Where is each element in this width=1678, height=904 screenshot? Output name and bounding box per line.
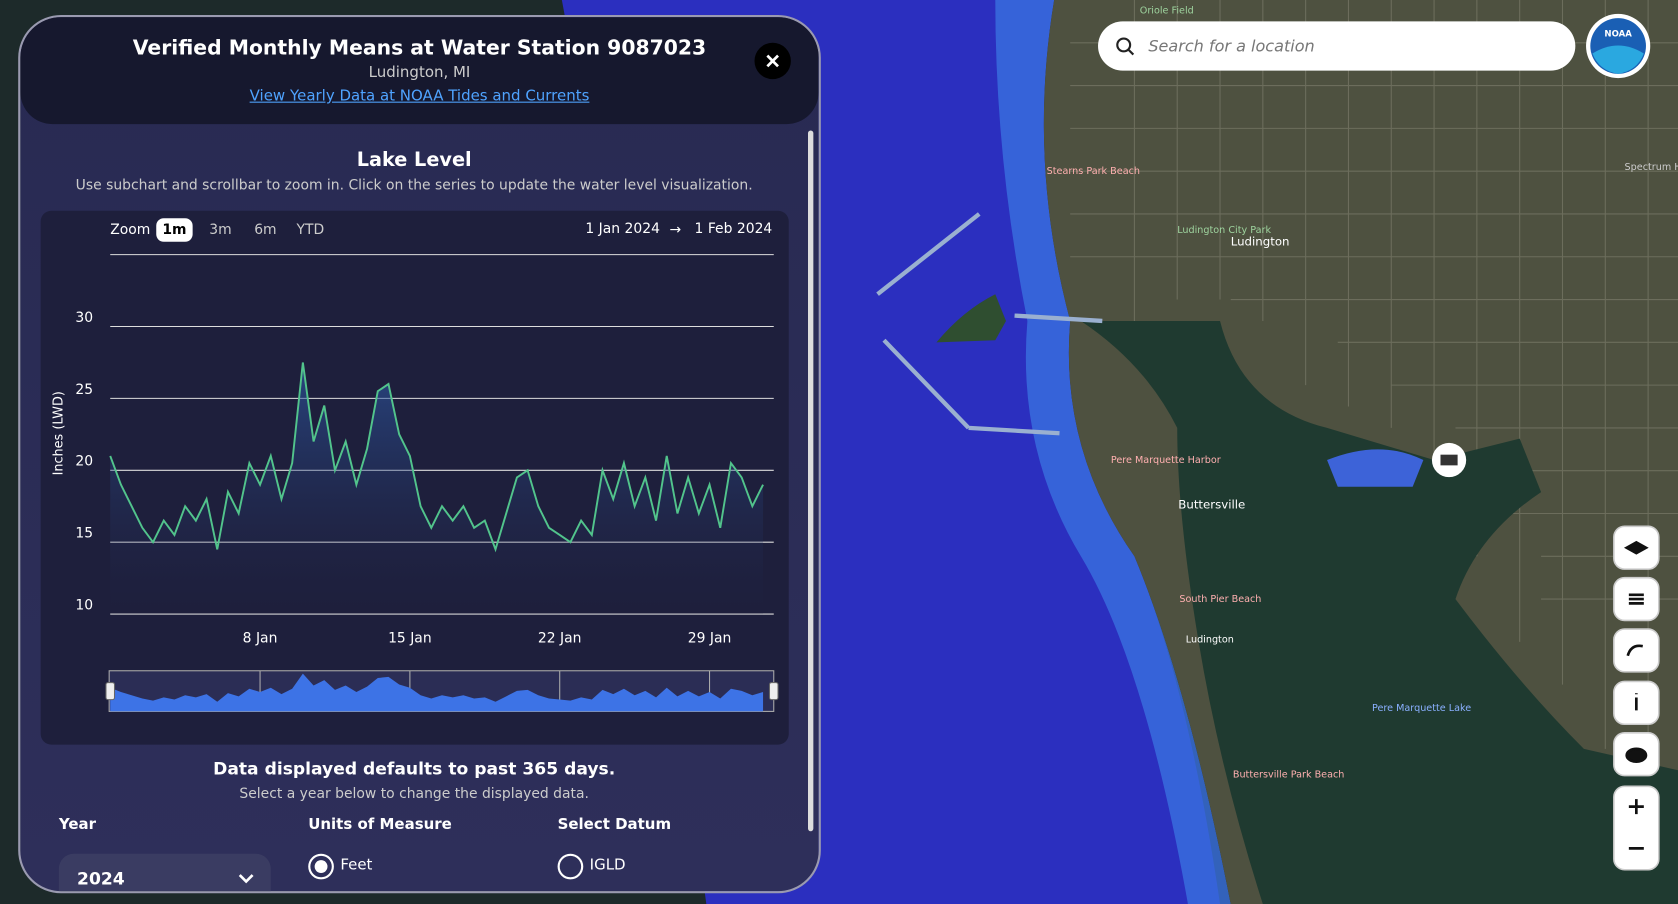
panel-header: Verified Monthly Means at Water Station …	[20, 17, 819, 125]
layers-icon	[1623, 540, 1649, 555]
map-label: Ludington	[1231, 234, 1290, 248]
map-label: Spectrum Health Ludington Hospital	[1625, 162, 1678, 173]
noaa-wave	[1592, 45, 1644, 74]
map-label: Pere Marquette Harbor	[1111, 455, 1221, 466]
map-label: Ludington	[1186, 635, 1234, 646]
map-label: South Pier Beach	[1179, 594, 1261, 605]
search-placeholder: Search for a location	[1148, 37, 1314, 56]
radio-dot	[314, 860, 328, 873]
year-value: 2024	[77, 868, 125, 890]
info-text: Data displayed defaults to past 365 days…	[213, 758, 616, 779]
cloud-icon	[1625, 747, 1648, 764]
panel-location: Ludington, MI	[368, 64, 471, 82]
panel: Verified Monthly Means at Water Station …	[18, 14, 821, 894]
pier	[876, 212, 1103, 436]
close-button[interactable]	[754, 42, 791, 80]
map-label: Oriole Field	[1140, 6, 1194, 17]
zoom-buttons[interactable]	[1613, 785, 1660, 871]
chart-box	[40, 210, 789, 745]
radio-igld[interactable]	[557, 853, 584, 880]
search-box[interactable]	[1098, 21, 1576, 71]
units-label: Units of Measure	[308, 816, 452, 834]
map-label: Buttersville Park Beach	[1233, 770, 1345, 781]
share-button[interactable]	[1613, 628, 1660, 673]
station-icon	[1440, 454, 1458, 466]
inlet	[1327, 449, 1424, 487]
search-icon	[1127, 48, 1135, 56]
units-option: Feet	[340, 856, 373, 875]
share-icon	[1626, 644, 1643, 657]
radio-feet[interactable]	[308, 853, 334, 880]
chart-title: Lake Level	[356, 148, 472, 172]
yearly-link[interactable]: View Yearly Data at NOAA Tides and Curre…	[249, 87, 590, 105]
search-icon	[1116, 37, 1132, 53]
year-select[interactable]: 2024	[58, 853, 271, 892]
map-label: Buttersville	[1178, 497, 1245, 511]
panel-title: Verified Monthly Means at Water Station …	[132, 36, 707, 60]
chart-subtitle: Use subchart and scrollbar to zoom in. C…	[75, 177, 753, 194]
scrollbar[interactable]	[808, 130, 814, 832]
noaa-text: NOAA	[1604, 30, 1632, 40]
map-label: Ludington City Park	[1177, 225, 1271, 236]
zoom-icons	[1628, 799, 1644, 850]
legend-icon	[1628, 593, 1644, 605]
shore-shallow	[995, 0, 1231, 904]
map-label: Pere Marquette Lake	[1372, 703, 1471, 714]
hint-text: Select a year below to change the displa…	[239, 786, 589, 803]
datum-label: Select Datum	[557, 816, 672, 834]
year-label: Year	[58, 816, 97, 834]
inner-lake	[1080, 320, 1678, 904]
datum-option: IGLD	[589, 856, 626, 875]
close-icon	[766, 54, 779, 68]
island	[936, 294, 1006, 343]
chevron	[238, 874, 254, 884]
map-label: Stearns Park Beach	[1047, 166, 1140, 177]
